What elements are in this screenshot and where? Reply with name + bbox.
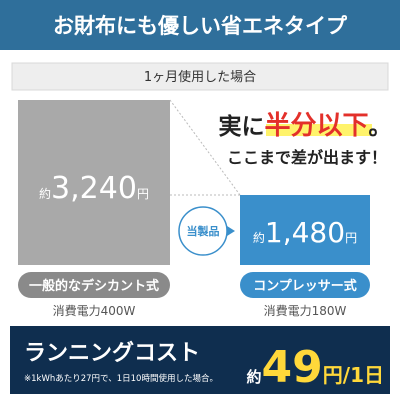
headline: 実に半分以下。 [218,111,391,141]
label-conventional: 一般的なデシカント式 [29,278,159,294]
condition: 1ヶ月使用した場合 [144,69,256,85]
badge-arrow [227,226,235,236]
header-bar [0,0,400,50]
power-product: 消費電力180W [264,303,347,318]
footer-box [10,326,390,394]
label-pill [240,272,370,298]
amount-product: 約1,480円 [253,216,357,249]
highlight-marker [266,124,372,136]
condition-box [11,62,389,91]
header-title: お財布にも優しい省エネタイプ [53,14,348,38]
label-product: コンプレッサー式 [253,278,357,294]
power-conventional: 消費電力400W [53,303,136,318]
headline-sub: ここまで差が出ます！ [227,148,387,167]
footer-note: ※1kWhあたり27円で、1日10時間使用した場合。 [24,373,218,384]
footer-title: ランニングコスト [24,340,200,366]
bar-product [240,195,370,265]
label-pill [18,272,170,298]
amount-conventional: 約3,240円 [39,171,149,206]
bar-conventional [18,100,170,265]
badge: 当製品 [187,224,220,238]
footer-cost: 約49円/1日 [247,342,384,393]
